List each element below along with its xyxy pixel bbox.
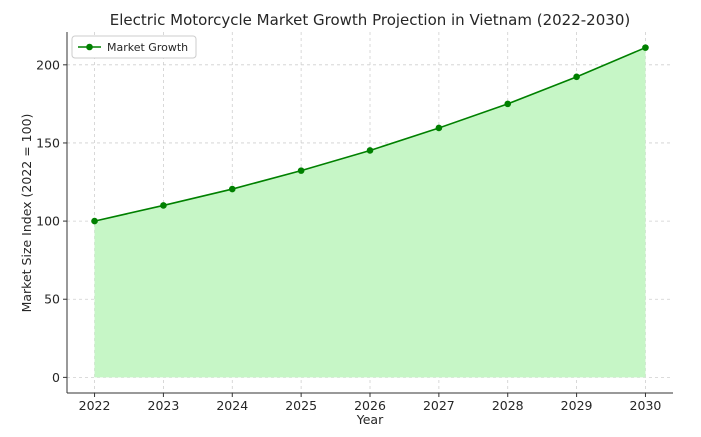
y-tick-label: 200 — [36, 57, 60, 72]
x-tick-label: 2027 — [423, 398, 455, 413]
y-axis-ticks: 0 50 100 150 200 — [36, 57, 67, 385]
data-point-2028 — [504, 100, 512, 108]
y-axis-label: Market Size Index (2022 = 100) — [19, 114, 34, 313]
area-fill-layer — [94, 47, 646, 378]
x-axis-label: Year — [356, 412, 384, 427]
x-tick-label: 2029 — [561, 398, 593, 413]
area-fill — [94, 47, 646, 378]
legend: Market Growth — [71, 35, 197, 59]
y-tick-label: 50 — [44, 292, 60, 307]
y-tick-label: 150 — [36, 135, 60, 150]
x-tick-label: 2030 — [630, 398, 662, 413]
data-point-2023 — [160, 202, 167, 209]
x-tick-label: 2028 — [492, 398, 524, 413]
legend-marker — [86, 43, 93, 51]
data-point-2026 — [366, 147, 374, 154]
data-point-2027 — [435, 124, 443, 132]
x-tick-label: 2022 — [79, 398, 111, 413]
x-axis-ticks: 2022 2023 2024 2025 2026 2027 2028 2029 2030 — [79, 393, 662, 413]
y-tick-label: 100 — [36, 214, 60, 229]
data-point-2024 — [228, 185, 236, 193]
x-tick-label: 2023 — [148, 398, 180, 413]
x-tick-label: 2025 — [285, 398, 317, 413]
data-point-2022 — [91, 217, 98, 225]
data-point-2030 — [642, 44, 649, 51]
y-tick-label: 0 — [52, 370, 60, 385]
data-point-2025 — [297, 167, 305, 174]
legend-label: Market Growth — [107, 41, 188, 54]
chart-title: Electric Motorcycle Market Growth Projec… — [110, 11, 630, 29]
data-points — [91, 44, 649, 225]
legend-box — [71, 35, 197, 59]
x-tick-label: 2026 — [354, 398, 386, 413]
data-point-2029 — [573, 73, 580, 81]
x-tick-label: 2024 — [216, 398, 248, 413]
